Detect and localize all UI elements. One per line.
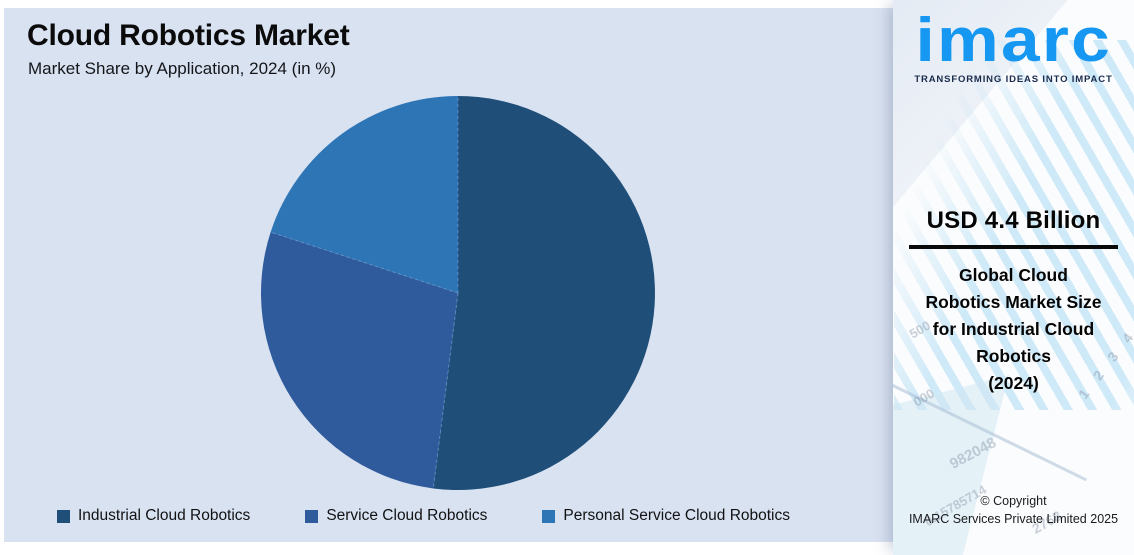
imarc-logo-text: imarc xyxy=(915,6,1112,75)
pie-slice-service-cloud-robotics xyxy=(260,232,458,489)
description-line: for Industrial Cloud xyxy=(932,319,1095,339)
pie-slice-separator xyxy=(270,231,459,294)
legend-marker xyxy=(305,509,319,523)
copyright: © Copyright IMARC Services Private Limit… xyxy=(893,492,1134,528)
imarc-logo: imarc TRANSFORMING IDEAS INTO IMPACT xyxy=(893,6,1134,85)
legend-label: Service Cloud Robotics xyxy=(326,507,488,524)
watermark-number: 982048 xyxy=(946,434,1000,473)
legend-item-personal-service: Personal Service Cloud Robotics xyxy=(542,507,790,525)
market-size-value: USD 4.4 Billion xyxy=(926,207,1101,234)
pie-slice-industrial-cloud-robotics xyxy=(433,96,655,490)
watermark-polygon xyxy=(893,375,1009,555)
copyright-line: IMARC Services Private Limited 2025 xyxy=(908,512,1119,526)
description-line: (2024) xyxy=(988,373,1039,393)
market-size-block: USD 4.4 Billion Global Cloud Robotics Ma… xyxy=(905,207,1122,397)
pie-chart-svg xyxy=(260,96,655,490)
pie-slice-separator xyxy=(432,292,459,489)
divider-rule xyxy=(909,245,1118,249)
chart-subtitle: Market Share by Application, 2024 (in %) xyxy=(28,59,337,78)
legend-marker xyxy=(542,509,556,523)
description-line: Robotics Market Size xyxy=(925,292,1102,312)
legend-item-industrial: Industrial Cloud Robotics xyxy=(57,507,250,525)
sidebar: 982048 0.15785714 2768 1 2 3 4 500 000 i… xyxy=(893,0,1134,555)
chart-legend: Industrial Cloud Robotics Service Cloud … xyxy=(57,507,790,525)
legend-item-service: Service Cloud Robotics xyxy=(305,507,487,525)
legend-marker xyxy=(57,509,70,523)
legend-label: Personal Service Cloud Robotics xyxy=(563,507,791,524)
pie-slice-personal-service-cloud-robotics xyxy=(270,96,458,293)
description-line: Global Cloud xyxy=(959,265,1068,285)
copyright-line: © Copyright xyxy=(980,494,1047,508)
market-size-description: Global Cloud Robotics Market Size for In… xyxy=(905,262,1122,397)
description-line: Robotics xyxy=(976,346,1051,366)
imarc-logo-tagline: TRANSFORMING IDEAS INTO IMPACT xyxy=(914,73,1113,85)
chart-panel: Cloud Robotics Market Market Share by Ap… xyxy=(4,8,893,542)
legend-label: Industrial Cloud Robotics xyxy=(78,507,251,524)
chart-title: Cloud Robotics Market xyxy=(27,19,350,52)
